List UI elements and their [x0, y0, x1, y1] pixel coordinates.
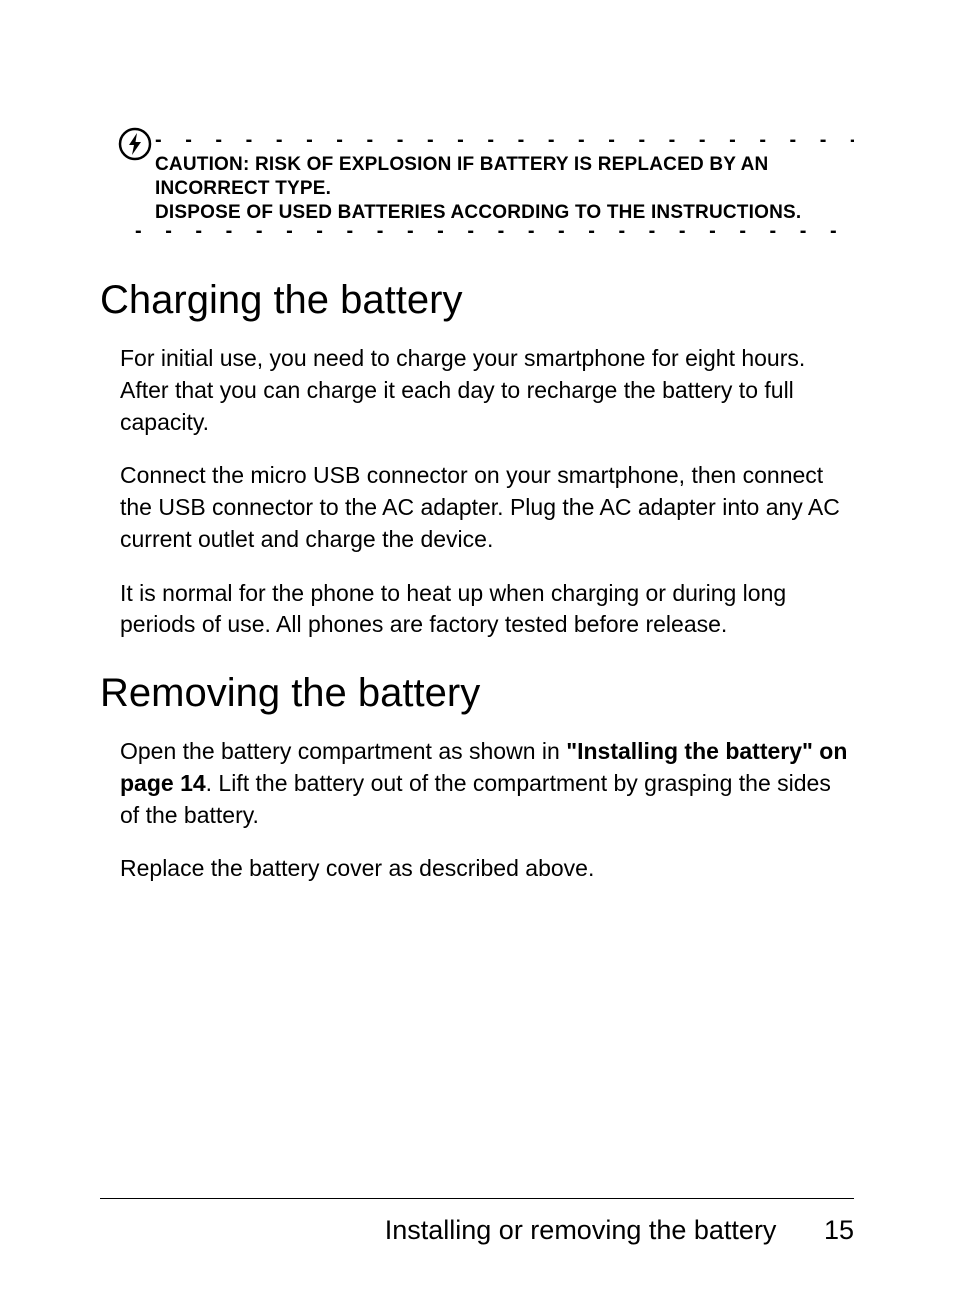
charging-para-1: For initial use, you need to charge your…	[120, 343, 854, 438]
heading-removing: Removing the battery	[100, 671, 854, 716]
caution-dashes-bottom: - - - - - - - - - - - - - - - - - - - - …	[135, 226, 854, 238]
heading-charging: Charging the battery	[100, 278, 854, 323]
lightning-circle-icon	[118, 127, 152, 161]
removing-para-2: Replace the battery cover as described a…	[120, 853, 854, 885]
page-footer: Installing or removing the battery 15	[100, 1198, 854, 1246]
charging-para-2: Connect the micro USB connector on your …	[120, 460, 854, 555]
caution-line-1: CAUTION: RISK OF EXPLOSION IF BATTERY IS…	[155, 154, 768, 199]
footer-line: Installing or removing the battery 15	[100, 1215, 854, 1246]
footer-rule	[100, 1198, 854, 1199]
removing-p1-b: . Lift the battery out of the compartmen…	[120, 770, 831, 828]
footer-page-number: 15	[824, 1215, 854, 1246]
caution-text: CAUTION: RISK OF EXPLOSION IF BATTERY IS…	[155, 147, 854, 226]
charging-para-3: It is normal for the phone to heat up wh…	[120, 578, 854, 641]
caution-block: - - - - - - - - - - - - - - - - - - - - …	[100, 135, 854, 238]
footer-title: Installing or removing the battery	[385, 1215, 777, 1246]
removing-para-1: Open the battery compartment as shown in…	[120, 736, 854, 831]
caution-dashes-top: - - - - - - - - - - - - - - - - - - - - …	[155, 135, 854, 147]
removing-p1-a: Open the battery compartment as shown in	[120, 738, 566, 764]
document-page: - - - - - - - - - - - - - - - - - - - - …	[0, 0, 954, 1316]
caution-line-2: DISPOSE OF USED BATTERIES ACCORDING TO T…	[155, 202, 801, 223]
